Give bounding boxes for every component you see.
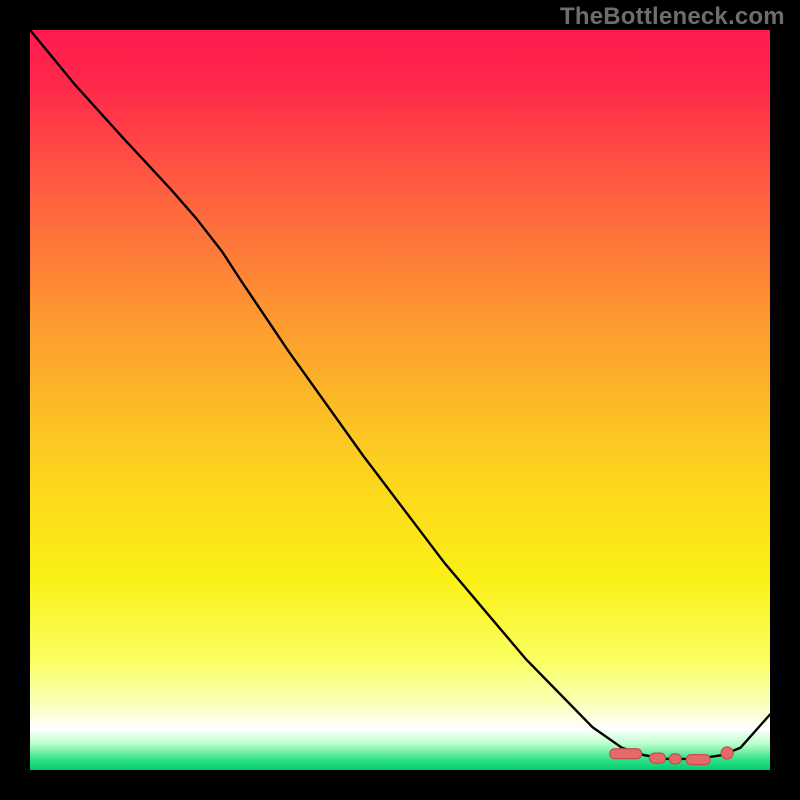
marker-pill (669, 754, 681, 764)
marker-dot (721, 747, 733, 759)
marker-pill (610, 749, 642, 759)
chart-svg (30, 30, 770, 770)
marker-pill (686, 755, 710, 765)
marker-pill (650, 753, 666, 763)
chart-background (30, 30, 770, 770)
watermark-text: TheBottleneck.com (560, 3, 785, 31)
chart-plot-area (30, 30, 770, 770)
